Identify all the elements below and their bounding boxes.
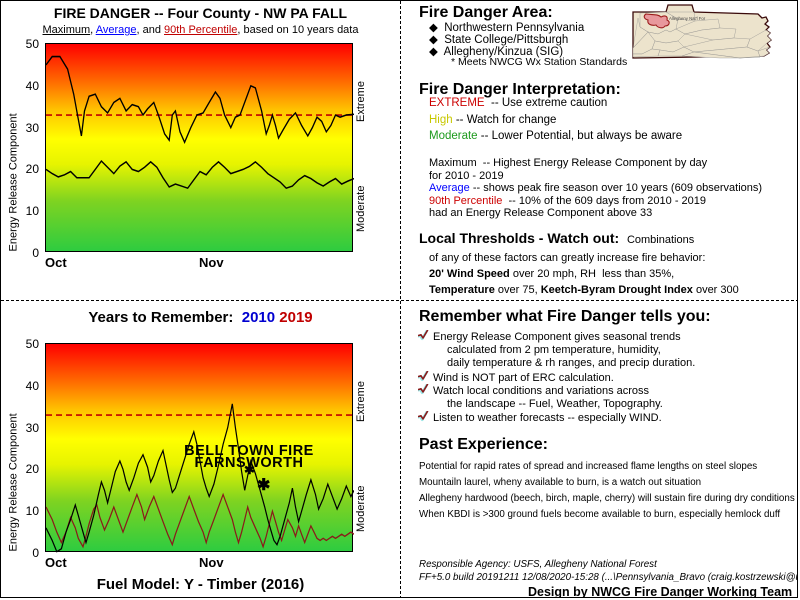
- svg-text:Allegheny Nat'l For: Allegheny Nat'l For: [669, 16, 706, 21]
